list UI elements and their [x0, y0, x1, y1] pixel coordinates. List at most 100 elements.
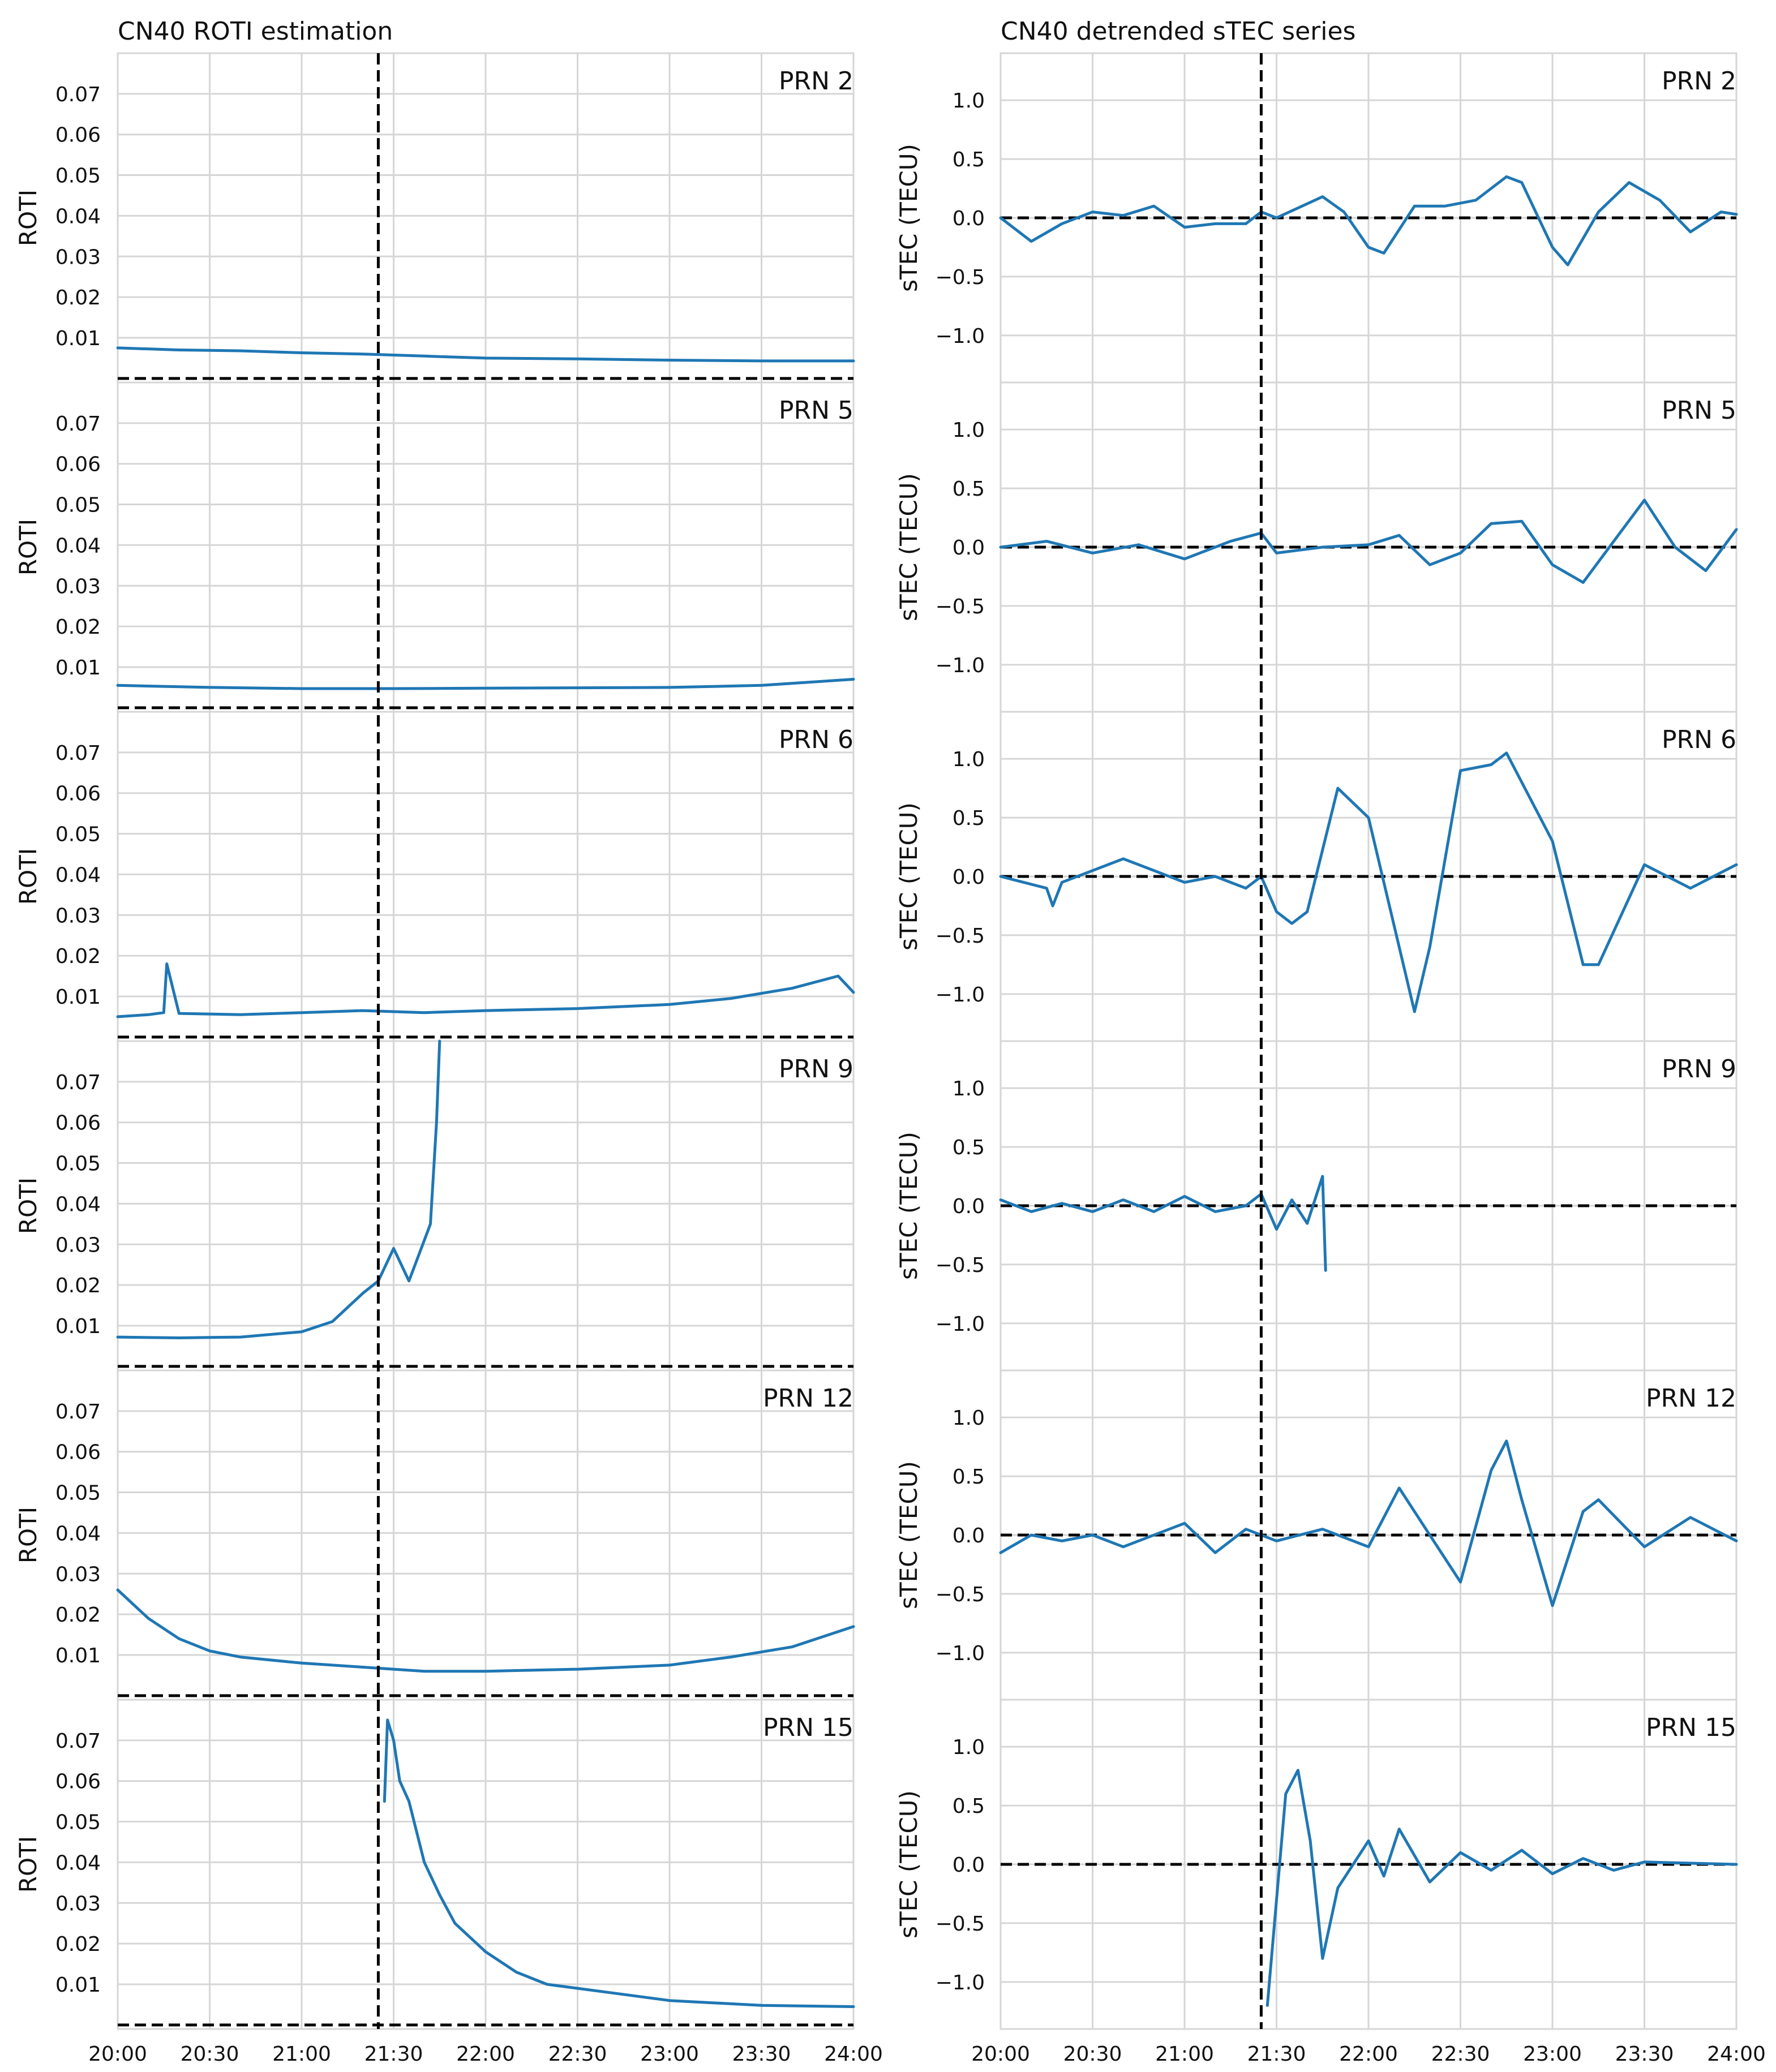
y-tick-label: 0.0 [953, 536, 985, 560]
y-axis-label: ROTI [14, 848, 42, 905]
prn-label: PRN 5 [1662, 396, 1736, 425]
y-tick-label: −0.5 [936, 1583, 985, 1606]
y-tick-label: 0.04 [55, 1522, 101, 1545]
series-line [116, 346, 855, 363]
y-tick-label: 0.0 [953, 1195, 985, 1218]
x-tick-label: 21:00 [1155, 2043, 1214, 2066]
roti-panel-prn-6: 0.01 0.02 0.03 0.04 0.05 0.06 0.07 ROTI PRN 6 [14, 711, 855, 1041]
y-tick-label: −1.0 [936, 325, 985, 348]
y-tick-label: 1.0 [953, 748, 985, 771]
y-tick-label: 1.0 [953, 1736, 985, 1759]
series-line [116, 1039, 441, 1339]
series-line [999, 175, 1738, 266]
y-axis-label: sTEC (TECU) [895, 1461, 923, 1609]
x-tick-label: 23:30 [1615, 2043, 1674, 2066]
y-tick-label: 0.5 [953, 478, 985, 501]
y-tick-label: 0.04 [55, 1193, 101, 1216]
stec-panel-prn-12: −1.0 −0.5 0.0 0.5 1.0 sTEC (TECU) PRN 12 [895, 1369, 1738, 1700]
y-tick-label: 0.5 [953, 1136, 985, 1159]
y-tick-label: 0.02 [55, 945, 101, 968]
y-tick-label: −0.5 [936, 1254, 985, 1277]
y-axis-label: ROTI [14, 190, 42, 246]
y-tick-label: 0.07 [55, 1400, 101, 1424]
y-tick-label: 0.07 [55, 1730, 101, 1753]
stec-title: CN40 detrended sTEC series [1001, 17, 1355, 46]
y-tick-label: 0.0 [953, 866, 985, 889]
y-axis-label: ROTI [14, 1836, 42, 1893]
y-tick-label: 0.01 [55, 1315, 101, 1338]
stec-panel-prn-6: −1.0 −0.5 0.0 0.5 1.0 sTEC (TECU) PRN 6 [895, 711, 1738, 1041]
y-axis-label: sTEC (TECU) [895, 802, 923, 951]
y-tick-label: 0.07 [55, 412, 101, 436]
series-line [116, 678, 855, 690]
x-tick-label: 22:30 [1431, 2043, 1490, 2066]
y-axis-label: sTEC (TECU) [895, 473, 923, 621]
x-tick-label: 23:00 [640, 2043, 699, 2066]
y-tick-label: 1.0 [953, 419, 985, 442]
y-tick-label: 0.5 [953, 148, 985, 171]
prn-label: PRN 12 [1646, 1384, 1736, 1413]
y-tick-label: 0.0 [953, 207, 985, 230]
y-tick-label: 0.03 [55, 246, 101, 269]
x-tick-label: 21:30 [364, 2043, 423, 2066]
y-axis-label: ROTI [14, 519, 42, 575]
y-tick-label: 0.0 [953, 1854, 985, 1877]
y-tick-label: −1.0 [936, 1313, 985, 1336]
prn-label: PRN 6 [779, 725, 853, 754]
series-line [999, 1175, 1327, 1272]
x-tick-label: 22:00 [456, 2043, 515, 2066]
x-tick-label: 23:30 [732, 2043, 791, 2066]
y-tick-label: 0.0 [953, 1524, 985, 1547]
y-tick-label: 0.06 [55, 124, 101, 147]
y-tick-label: −1.0 [936, 983, 985, 1007]
x-tick-label: 21:00 [272, 2043, 331, 2066]
y-tick-label: 0.04 [55, 534, 101, 557]
y-axis-label: ROTI [14, 1177, 42, 1234]
y-tick-label: 0.02 [55, 1604, 101, 1627]
prn-label: PRN 6 [1662, 725, 1736, 754]
y-tick-label: 0.02 [55, 1274, 101, 1297]
prn-label: PRN 15 [1646, 1713, 1736, 1742]
prn-label: PRN 15 [763, 1713, 853, 1742]
x-tick-label: 22:30 [548, 2043, 607, 2066]
x-tick-label: 20:30 [1063, 2043, 1122, 2066]
y-tick-label: −1.0 [936, 654, 985, 677]
stec-panel-prn-2: −1.0 −0.5 0.0 0.5 1.0 sTEC (TECU) PRN 2 [895, 53, 1738, 382]
y-tick-label: 0.04 [55, 205, 101, 228]
y-tick-label: 0.07 [55, 742, 101, 765]
y-tick-label: 0.05 [55, 823, 101, 846]
y-tick-label: 1.0 [953, 1077, 985, 1101]
roti-panel-prn-5: 0.01 0.02 0.03 0.04 0.05 0.06 0.07 ROTI PRN 5 [14, 381, 855, 712]
series-line [999, 751, 1738, 1013]
y-tick-label: 0.07 [55, 83, 101, 106]
x-tick-label: 20:00 [971, 2043, 1030, 2066]
prn-label: PRN 9 [779, 1055, 853, 1084]
y-axis-label: sTEC (TECU) [895, 1790, 923, 1938]
series-line [999, 1439, 1738, 1607]
y-axis-label: ROTI [14, 1507, 42, 1563]
y-tick-label: 0.5 [953, 1795, 985, 1818]
roti-panel-prn-2: 0.01 0.02 0.03 0.04 0.05 0.06 0.07 ROTI PRN 2 [14, 53, 855, 382]
y-tick-label: 0.06 [55, 1770, 101, 1794]
y-axis-label: sTEC (TECU) [895, 1132, 923, 1280]
y-tick-label: 0.02 [55, 286, 101, 309]
y-tick-label: 0.01 [55, 327, 101, 350]
x-tick-label: 23:00 [1523, 2043, 1582, 2066]
y-tick-label: −1.0 [936, 1642, 985, 1665]
y-tick-label: 0.01 [55, 1974, 101, 1997]
y-tick-label: 0.03 [55, 575, 101, 598]
x-tick-label: 21:30 [1247, 2043, 1306, 2066]
y-axis-label: sTEC (TECU) [895, 144, 923, 292]
series-line [383, 1718, 855, 2008]
prn-label: PRN 2 [779, 67, 853, 96]
prn-label: PRN 2 [1662, 67, 1736, 96]
prn-label: PRN 12 [763, 1384, 853, 1413]
y-tick-label: 0.02 [55, 1933, 101, 1956]
series-line [999, 498, 1738, 584]
stec-panel-prn-9: −1.0 −0.5 0.0 0.5 1.0 sTEC (TECU) PRN 9 [895, 1040, 1736, 1370]
y-tick-label: 0.05 [55, 1482, 101, 1505]
y-tick-label: 0.01 [55, 986, 101, 1009]
stec-column: CN40 detrended sTEC series −1.0 −0.5 0.0 0.… [895, 17, 1766, 2066]
x-tick-label: 24:00 [1707, 2043, 1766, 2066]
y-tick-label: 0.03 [55, 1233, 101, 1257]
